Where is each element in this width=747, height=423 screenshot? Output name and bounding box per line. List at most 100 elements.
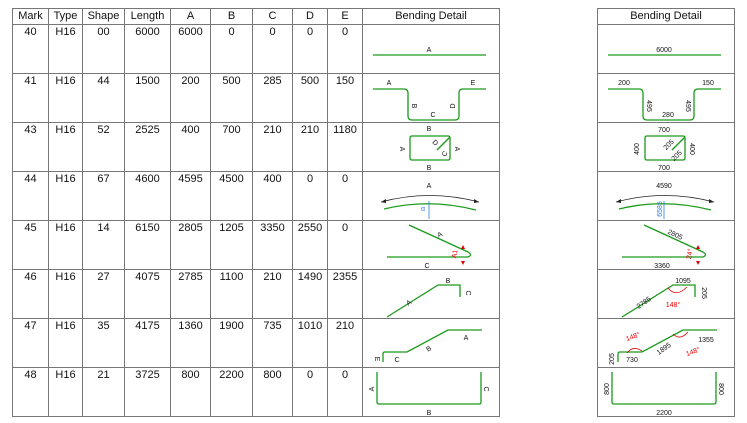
cell-e: 0 [327, 367, 363, 417]
column-header: B [210, 8, 253, 25]
cell-c: 800 [252, 367, 293, 417]
bar-line [382, 329, 482, 362]
angle-label: 148° [666, 301, 681, 309]
bar-line [383, 203, 477, 211]
dimension-label: 2805 [666, 229, 683, 242]
angle-arc [667, 286, 688, 294]
column-header: Length [124, 8, 171, 25]
cell-e: 210 [327, 318, 363, 368]
dimension-label: 1355 [698, 337, 714, 344]
table-row[interactable]: 46 H16 27 4075 2785 1100 210 1490 2355 A B C [12, 269, 500, 319]
dimension-label: 1095 [675, 278, 691, 285]
dimension-label: B [446, 278, 451, 285]
dimension-label: 6000 [656, 47, 672, 54]
cell-length: 2525 [124, 122, 171, 172]
dimension-label: C [482, 386, 489, 391]
cell-e: 0 [327, 220, 363, 270]
side-row: 2805 3360 24° [597, 220, 735, 270]
dimension-label: 6585 [657, 201, 664, 217]
cell-d: 2550 [292, 220, 328, 270]
dimension-label: A [387, 80, 392, 87]
bending-shape-drawing: B B A A DC [398, 126, 460, 171]
dimension-label: B [427, 410, 432, 416]
dimension-label: 495 [684, 100, 691, 112]
bending-shape-drawing: 6000 [608, 47, 721, 56]
cell-type: H16 [48, 269, 83, 319]
cell-shape: 52 [82, 122, 125, 172]
dimension-label: C [441, 150, 450, 158]
table-row[interactable]: 45 H16 14 6150 2805 1205 3350 2550 0 A C A1 [12, 220, 500, 270]
bending-shape-drawing: E C B A [373, 329, 482, 364]
cell-c: 210 [252, 269, 293, 319]
cell-a: 6000 [170, 24, 211, 74]
bar-line [618, 203, 712, 211]
cell-a: 2805 [170, 220, 211, 270]
cell-mark: 44 [12, 171, 49, 221]
cell-b: 2200 [210, 367, 253, 417]
cell-type: H16 [48, 122, 83, 172]
bar-line [611, 372, 717, 405]
table-row[interactable]: 48 H16 21 3725 800 2200 800 0 0 A C B [12, 367, 500, 417]
table-row[interactable]: 40 H16 00 6000 6000 0 0 0 0 A [12, 24, 500, 74]
dimension-label: A [427, 47, 432, 54]
bending-shape-drawing: 200 150 495 280 495 [608, 80, 721, 121]
cell-bending-detail-dimensioned: 2785 1095 205 148° [597, 269, 735, 319]
dimension-label: A [369, 386, 376, 391]
column-header: Mark [12, 8, 49, 25]
cell-e: 0 [327, 24, 363, 74]
bar-line [387, 224, 472, 258]
cell-type: H16 [48, 220, 83, 270]
dimension-label: D [430, 139, 439, 148]
bar-line [621, 284, 696, 318]
side-row: 6000 [597, 24, 735, 74]
cell-mark: 41 [12, 73, 49, 123]
cell-b: 4500 [210, 171, 253, 221]
dimension-label: 280 [662, 112, 674, 119]
cell-a: 1360 [170, 318, 211, 368]
cell-e: 0 [327, 171, 363, 221]
dimension-label: 1895 [656, 342, 673, 357]
cell-d: 0 [292, 24, 328, 74]
angle-label: 148° [685, 346, 702, 359]
angle-label: 24° [685, 248, 695, 260]
cell-d: 1490 [292, 269, 328, 319]
bending-shape-drawing: 800 800 2200 [604, 372, 724, 416]
cell-bending-detail: E C B A [362, 318, 500, 368]
bending-shape-drawing: 2785 1095 205 148° [621, 278, 707, 318]
cell-d: 210 [292, 122, 328, 172]
dimension-label: C [430, 112, 435, 119]
bending-shape-drawing: 4590 6585 [615, 183, 715, 219]
cell-mark: 40 [12, 24, 49, 74]
dimension-label: A [464, 335, 469, 342]
cell-bending-detail-dimensioned: 200 150 495 280 495 [597, 73, 735, 123]
bar-line [608, 88, 721, 121]
cell-b: 500 [210, 73, 253, 123]
dimension-label: 150 [702, 80, 714, 87]
bar-line [436, 136, 451, 151]
dimension-label: C [424, 263, 429, 269]
column-header: Shape [82, 8, 125, 25]
cell-shape: 67 [82, 171, 125, 221]
cell-a: 200 [170, 73, 211, 123]
dimension-label: 4590 [656, 183, 672, 190]
table-row[interactable]: 47 H16 35 4175 1360 1900 735 1010 210 E C B A [12, 318, 500, 368]
cell-length: 1500 [124, 73, 171, 123]
dimension-label: 2200 [656, 410, 672, 416]
bar-line [622, 224, 707, 258]
column-header: Bending Detail [362, 8, 500, 25]
side-row: 4590 6585 [597, 171, 735, 221]
cell-e: 2355 [327, 269, 363, 319]
angle-arc [672, 331, 689, 338]
column-header: E [327, 8, 363, 25]
dimension-label: C [394, 357, 399, 364]
table-row[interactable]: 41 H16 44 1500 200 500 285 500 150 A E B C D [12, 73, 500, 123]
dimension-label: 400 [634, 143, 641, 155]
table-row[interactable]: 43 H16 52 2525 400 700 210 210 1180 B B A A D C [12, 122, 500, 172]
dimension-label: 2785 [636, 296, 653, 311]
cell-c: 400 [252, 171, 293, 221]
bar-line [617, 329, 717, 362]
cell-e: 150 [327, 73, 363, 123]
